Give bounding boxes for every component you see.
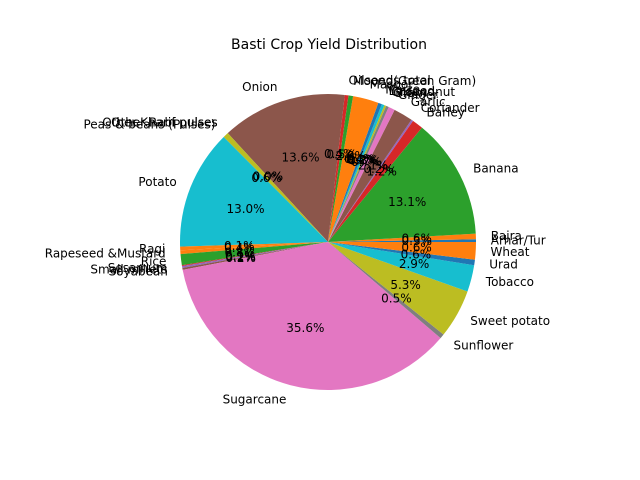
slice-label-soyabean: Soyabean (109, 265, 168, 279)
slice-rice (180, 242, 328, 266)
slice-label-banana: Banana (473, 161, 519, 175)
slice-coriander (328, 119, 414, 242)
slice-label-other-kharif-pulses: Other Kharif pulses (102, 115, 217, 129)
slice-pct-peas-beans-pulses: 0.6% (251, 171, 282, 185)
slice-groundnut (328, 105, 387, 243)
slice-peas-beans-pulses (223, 133, 328, 242)
slice-pct-gram: 0.3% (348, 154, 379, 168)
slice-label-potato: Potato (138, 175, 176, 189)
slice-label-masoor: Masoor (370, 78, 414, 92)
slice-label-barley: Barley (427, 105, 465, 119)
slice-pct-linseed: 0.3% (346, 153, 377, 167)
slice-label-maize: Maize (385, 83, 420, 97)
slice-maize (328, 102, 382, 242)
slice-pct-urad: 0.6% (401, 247, 432, 261)
pie-slices (179, 93, 476, 390)
slice-label-small-millets: Small millets (90, 263, 167, 277)
slice-label-sesamum: Sesamum (108, 261, 168, 275)
slice-pct-sunflower: 0.5% (381, 292, 412, 306)
slice-pct-maize: 0.4% (344, 152, 375, 166)
slice-sweet-potato (328, 242, 468, 335)
slice-pct-arhar-tur: 0.3% (402, 234, 433, 248)
slice-label-arhar-tur: Arhar/Tur (491, 234, 546, 248)
slice-pct-moong-green-gram: 0.5% (326, 147, 357, 161)
slice-pct-masoor: 2.8% (335, 149, 366, 163)
slice-banana (328, 127, 476, 242)
slice-pct-groundnut: 0.2% (347, 153, 378, 167)
slice-pct-rice: 0.8% (225, 246, 256, 260)
slice-pct-other-kharif-pulses: 0.0% (253, 170, 284, 184)
slice-label-rice: Rice (141, 255, 167, 269)
slice-small-millets (181, 242, 328, 269)
slice-pct-barley: 1.2% (366, 164, 397, 178)
slice-sunflower (328, 242, 444, 339)
slice-soyabean (182, 242, 328, 270)
slice-potato (179, 137, 328, 247)
slice-pct-oilseeds-total: 0.4% (324, 147, 355, 161)
slice-label-coriander: Coriander (421, 101, 480, 115)
slice-pct-ragi: 0.1% (224, 239, 255, 253)
slice-garlic (328, 109, 412, 242)
slice-pct-rapeseed-mustard: 0.4% (224, 241, 255, 255)
slice-label-garlic: Garlic (411, 95, 446, 109)
slice-pct-other-rabi-pulses: 0.0% (253, 170, 284, 184)
slice-masoor (328, 96, 379, 242)
slice-label-rapeseed-mustard: Rapeseed &Mustard (45, 246, 166, 260)
slice-label-tobacco: Tobacco (485, 275, 534, 289)
slice-label-wheat: Wheat (491, 245, 530, 259)
slice-barley (328, 120, 422, 242)
slice-label-urad: Urad (489, 258, 518, 272)
slice-gram (328, 105, 389, 243)
slice-label-peas-beans-pulses: Peas & beans (Pulses) (83, 117, 215, 131)
slice-pct-banana: 13.1% (388, 195, 426, 209)
slice-ragi (180, 242, 328, 251)
slice-rapeseed-mustard (180, 242, 328, 255)
slice-pct-small-millets: 0.2% (225, 250, 256, 264)
slice-onion (227, 93, 345, 242)
slice-pct-ginger: 0.7% (351, 155, 382, 169)
slice-pct-coriander: 0.2% (363, 162, 394, 176)
slice-label-groundnut: Groundnut (391, 85, 455, 99)
slice-pct-garlic: 2.1% (358, 159, 389, 173)
slice-label-linseed: Linseed (389, 84, 435, 98)
slice-label-gram: Gram (393, 86, 426, 100)
slice-linseed (328, 104, 385, 242)
slice-label-sweet-potato: Sweet potato (470, 314, 550, 328)
slice-pct-potato: 13.0% (226, 202, 264, 216)
slice-wheat (328, 242, 476, 260)
slice-pct-wheat: 0.6% (401, 240, 432, 254)
slice-tobacco (328, 242, 475, 292)
chart-title: Basti Crop Yield Distribution (231, 37, 427, 53)
slice-oilseeds-total (328, 94, 349, 242)
slice-pct-sweet-potato: 5.3% (390, 278, 421, 292)
slice-bajra (328, 233, 476, 242)
slice-label-sunflower: Sunflower (454, 339, 514, 353)
slice-label-ginger: Ginger (398, 88, 438, 102)
slice-label-onion: Onion (242, 80, 277, 94)
slice-label-bajra: Bajra (491, 229, 522, 243)
slice-pct-soyabean: 0.2% (225, 251, 256, 265)
slice-pct-sesamum: 0.1% (225, 249, 256, 263)
slice-pct-sugarcane: 35.6% (286, 321, 324, 335)
slice-arhar-tur (328, 239, 476, 242)
slice-ginger (328, 107, 395, 243)
slice-pct-onion: 13.6% (281, 151, 319, 165)
slice-label-moong-green-gram: Moong(Green Gram) (353, 74, 476, 88)
slice-urad (328, 242, 475, 266)
slice-sesamum (181, 242, 328, 267)
slice-sugarcane (182, 242, 441, 390)
slice-pct-bajra: 0.6% (401, 232, 432, 246)
slice-label-ragi: Ragi (139, 242, 165, 256)
pie-labels: Arhar/Tur 0.3% Bajra 0.6% Banana 13.1% Barley 1… (45, 74, 550, 407)
slice-moong-green-gram (328, 95, 354, 242)
slice-pct-tobacco: 2.9% (399, 257, 430, 271)
slice-label-other-rabi-pulses: Other Rabi pulses (111, 115, 218, 129)
slice-label-sugarcane: Sugarcane (223, 392, 287, 406)
slice-label-oilseeds-total: Oilseeds total (349, 74, 431, 88)
